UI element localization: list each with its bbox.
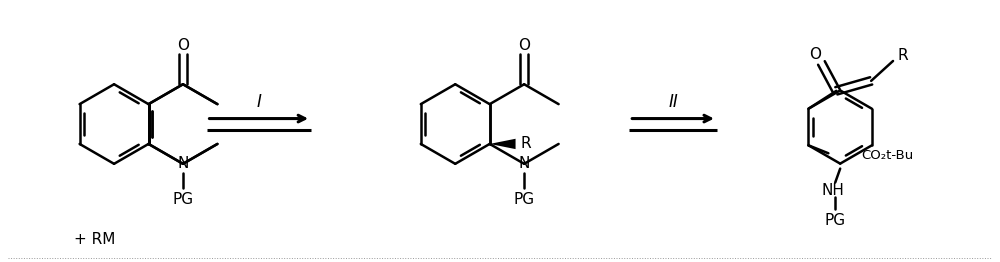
Polygon shape: [490, 139, 516, 149]
Text: O: O: [518, 39, 530, 53]
Text: O: O: [809, 47, 821, 62]
Text: II: II: [668, 93, 678, 111]
Text: PG: PG: [825, 213, 846, 228]
Text: + RM: + RM: [74, 232, 116, 247]
Text: PG: PG: [514, 192, 535, 207]
Text: CO₂t-Bu: CO₂t-Bu: [861, 149, 913, 162]
Text: N: N: [177, 156, 189, 171]
Text: N: N: [518, 156, 530, 171]
Text: R: R: [520, 137, 531, 151]
Text: I: I: [256, 93, 261, 111]
Text: NH: NH: [822, 183, 845, 198]
Text: R: R: [898, 47, 908, 63]
Text: O: O: [177, 39, 189, 53]
Text: PG: PG: [172, 192, 194, 207]
